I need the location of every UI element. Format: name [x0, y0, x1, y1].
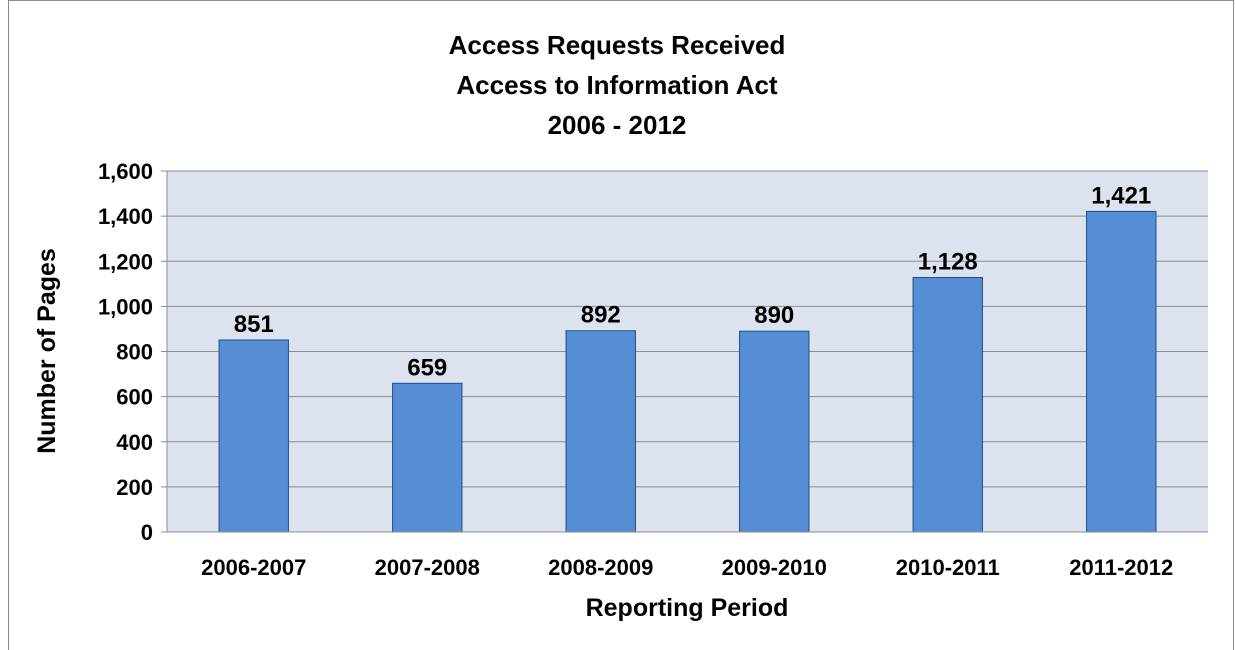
- chart-title-line-3: 2006 - 2012: [548, 110, 687, 140]
- y-tick-label: 800: [116, 340, 153, 365]
- value-labels: 851 659 892 890 1,128 1,421: [234, 182, 1152, 381]
- bar-value-label: 1,128: [918, 248, 978, 275]
- y-tick-label: 200: [116, 475, 153, 500]
- y-tick-label: 1,000: [98, 294, 153, 319]
- y-tick-label: 1,400: [98, 204, 153, 229]
- y-tick-label: 0: [141, 520, 153, 545]
- y-tick-label: 1,600: [98, 159, 153, 184]
- bar: [218, 339, 289, 533]
- bar: [739, 330, 810, 533]
- x-tick-label: 2006-2007: [201, 555, 306, 580]
- x-axis-tick-labels: 2006-2007 2007-2008 2008-2009 2009-2010 2010…: [201, 555, 1173, 580]
- x-tick-label: 2010-2011: [896, 555, 1000, 580]
- bars: [218, 210, 1157, 533]
- x-axis-title: Reporting Period: [586, 594, 789, 622]
- bar: [1086, 210, 1157, 533]
- bar: [565, 330, 636, 533]
- bar-value-label: 890: [754, 302, 794, 329]
- bar: [912, 276, 983, 533]
- y-tick-label: 400: [116, 430, 153, 455]
- bar-value-label: 1,421: [1091, 182, 1151, 209]
- bar-value-label: 892: [581, 302, 621, 329]
- x-tick-label: 2008-2009: [548, 555, 653, 580]
- x-tick-label: 2009-2010: [722, 555, 827, 580]
- chart-title-line-1: Access Requests Received: [449, 30, 786, 60]
- bar-value-label: 659: [407, 354, 447, 381]
- x-tick-label: 2011-2012: [1069, 555, 1173, 580]
- chart-title-line-2: Access to Information Act: [456, 70, 778, 100]
- y-tick-label: 1,200: [98, 249, 153, 274]
- y-axis-tick-labels: 0 200 400 600 800 1,000 1,200 1,400 1,600: [98, 159, 167, 545]
- gridlines: [167, 170, 1208, 488]
- y-tick-label: 600: [116, 385, 153, 410]
- x-tick-label: 2007-2008: [375, 555, 480, 580]
- y-axis-title: Number of Pages: [33, 248, 61, 454]
- bar-value-label: 851: [234, 311, 274, 338]
- bar: [392, 382, 463, 533]
